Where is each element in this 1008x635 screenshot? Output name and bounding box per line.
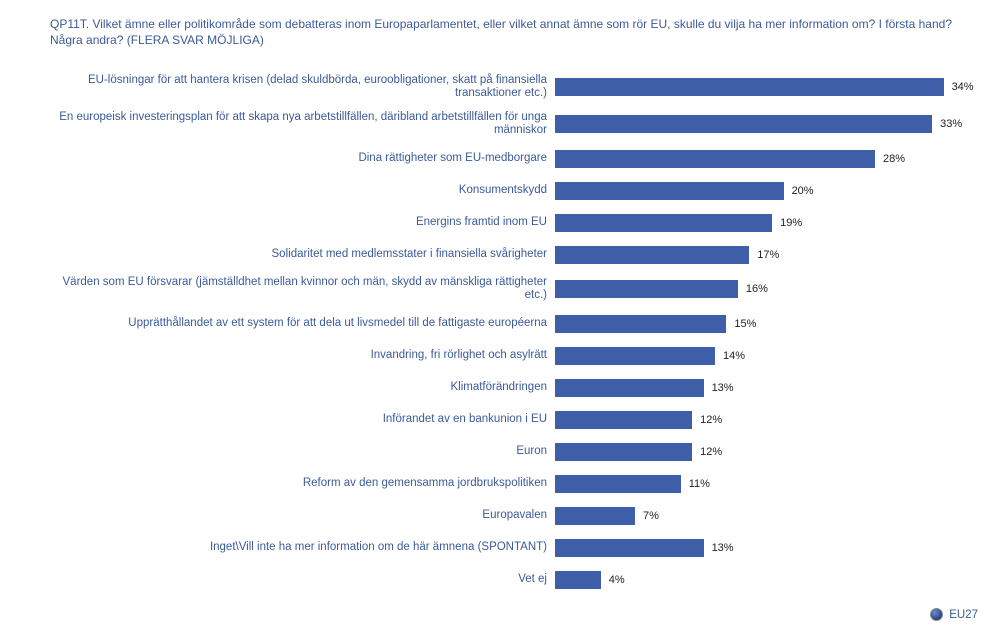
bar-label: Dina rättigheter som EU-medborgare: [50, 152, 555, 166]
horizontal-bar-chart: EU-lösningar för att hantera krisen (del…: [50, 70, 978, 594]
bar-zone: 19%: [555, 214, 978, 232]
bar-value: 7%: [643, 510, 659, 522]
bar-label: Införandet av en bankunion i EU: [50, 413, 555, 427]
bar-label: Vet ej: [50, 573, 555, 587]
bar-row: Konsumentskydd 20%: [50, 176, 978, 205]
bar-value: 13%: [712, 382, 734, 394]
bar-row: EU-lösningar för att hantera krisen (del…: [50, 70, 978, 104]
bar-zone: 17%: [555, 246, 978, 264]
bar-label: Inget\Vill inte ha mer information om de…: [50, 541, 555, 555]
chart-question: QP11T. Vilket ämne eller politikområde s…: [50, 16, 970, 48]
bar-label: Värden som EU försvarar (jämställdhet me…: [50, 276, 555, 304]
bar: [555, 571, 601, 589]
bar-row: Energins framtid inom EU 19%: [50, 208, 978, 237]
bar: [555, 150, 875, 168]
bar-zone: 13%: [555, 539, 978, 557]
bar-row: Införandet av en bankunion i EU 12%: [50, 405, 978, 434]
bar-zone: 14%: [555, 347, 978, 365]
bar-value: 20%: [792, 185, 814, 197]
bar-label: Reform av den gemensamma jordbrukspoliti…: [50, 477, 555, 491]
bar: [555, 347, 715, 365]
legend-marker-icon: [930, 608, 943, 621]
bar: [555, 246, 749, 264]
bar-zone: 12%: [555, 443, 978, 461]
bar-value: 12%: [700, 446, 722, 458]
bar-label: Energins framtid inom EU: [50, 216, 555, 230]
bar-row: Europavalen 7%: [50, 501, 978, 530]
bar-zone: 34%: [555, 78, 978, 96]
bar-value: 13%: [712, 542, 734, 554]
bar-zone: 7%: [555, 507, 978, 525]
bar-row: Euron 12%: [50, 437, 978, 466]
bar-label: Solidaritet med medlemsstater i finansie…: [50, 248, 555, 262]
bar-zone: 16%: [555, 280, 978, 298]
bar-zone: 13%: [555, 379, 978, 397]
bar-value: 12%: [700, 414, 722, 426]
bar-value: 17%: [757, 249, 779, 261]
bar: [555, 78, 944, 96]
bar-value: 16%: [746, 283, 768, 295]
bar: [555, 280, 738, 298]
bar-row: En europeisk investeringsplan för att sk…: [50, 107, 978, 141]
bar-row: Vet ej 4%: [50, 565, 978, 594]
bar-zone: 11%: [555, 475, 978, 493]
bar-row: Reform av den gemensamma jordbrukspoliti…: [50, 469, 978, 498]
bar-zone: 20%: [555, 182, 978, 200]
bar-label: Klimatförändringen: [50, 381, 555, 395]
bar-value: 4%: [609, 574, 625, 586]
bar-value: 34%: [952, 81, 974, 93]
bar-row: Solidaritet med medlemsstater i finansie…: [50, 240, 978, 269]
bar-row: Dina rättigheter som EU-medborgare 28%: [50, 144, 978, 173]
bar: [555, 379, 704, 397]
bar-row: Klimatförändringen 13%: [50, 373, 978, 402]
bar-label: En europeisk investeringsplan för att sk…: [50, 111, 555, 139]
bar-value: 28%: [883, 153, 905, 165]
bar-label: Upprätthållandet av ett system för att d…: [50, 317, 555, 331]
bar-label: Konsumentskydd: [50, 184, 555, 198]
legend-label: EU27: [949, 609, 978, 621]
bar-row: Värden som EU försvarar (jämställdhet me…: [50, 272, 978, 306]
bar-value: 19%: [780, 217, 802, 229]
bar-label: Europavalen: [50, 509, 555, 523]
bar: [555, 539, 704, 557]
bar-zone: 12%: [555, 411, 978, 429]
bar: [555, 115, 932, 133]
bar-zone: 4%: [555, 571, 978, 589]
bar-label: Invandring, fri rörlighet och asylrätt: [50, 349, 555, 363]
bar: [555, 411, 692, 429]
bar-value: 14%: [723, 350, 745, 362]
bar-value: 33%: [940, 118, 962, 130]
bar-row: Inget\Vill inte ha mer information om de…: [50, 533, 978, 562]
bar-label: EU-lösningar för att hantera krisen (del…: [50, 74, 555, 102]
bar-zone: 33%: [555, 115, 978, 133]
bar: [555, 214, 772, 232]
bar-zone: 28%: [555, 150, 978, 168]
bar: [555, 182, 784, 200]
bar-row: Invandring, fri rörlighet och asylrätt 14…: [50, 341, 978, 370]
bar-row: Upprätthållandet av ett system för att d…: [50, 309, 978, 338]
bar: [555, 443, 692, 461]
chart-legend: EU27: [930, 608, 978, 621]
bar: [555, 507, 635, 525]
bar-zone: 15%: [555, 315, 978, 333]
bar: [555, 315, 726, 333]
bar: [555, 475, 681, 493]
bar-label: Euron: [50, 445, 555, 459]
bar-value: 11%: [689, 478, 710, 490]
bar-value: 15%: [734, 318, 756, 330]
